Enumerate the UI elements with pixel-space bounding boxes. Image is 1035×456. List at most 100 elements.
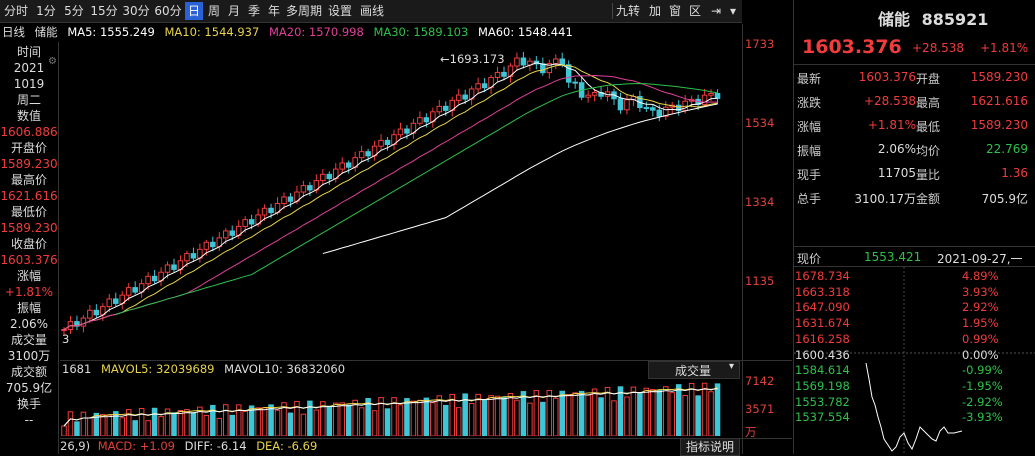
current-date: 2021-09-27,一 [937, 252, 1023, 266]
volume-bar [527, 402, 533, 436]
period-tab-10[interactable]: 年 [267, 4, 280, 18]
volume-bar [67, 411, 74, 436]
indicator-select[interactable]: 成交量 ▾ [648, 361, 740, 379]
quote-label-3a: 振幅 [797, 144, 822, 158]
candle-body [708, 92, 714, 96]
candle-body [475, 83, 481, 90]
period-tab-8[interactable]: 月 [227, 4, 240, 18]
candle-body [281, 196, 287, 204]
chevron-down-icon[interactable]: ▾ [729, 4, 737, 18]
period-tab-1[interactable]: 1分 [36, 4, 56, 18]
quote-value-5b: 705.9亿 [981, 192, 1028, 206]
volume-bar [384, 408, 391, 436]
volume-bar [501, 397, 507, 436]
period-tab-9[interactable]: 季 [247, 4, 260, 18]
indicator-help-button[interactable]: 指标说明 [680, 438, 740, 456]
weekday-value: 周二 [16, 93, 41, 107]
high-value: 1621.616 [0, 189, 58, 203]
mini-price-tick: 1537.554 [795, 410, 850, 425]
candle-body [93, 309, 100, 316]
candle-body [423, 117, 430, 123]
y-tick-1334: 1334 [745, 195, 775, 209]
volume-bar [468, 403, 475, 436]
volume-bar [650, 389, 656, 436]
period-tab-5[interactable]: 60分 [154, 4, 182, 18]
close-value: 1603.376 [0, 253, 58, 267]
amplitude-label: 振幅 [16, 301, 41, 315]
quote-label-0a: 最新 [797, 72, 822, 86]
candle-body [190, 253, 197, 259]
jiuzhuan-button[interactable]: 九转 [615, 4, 640, 18]
volume-bar [235, 404, 242, 436]
volume-bar [675, 384, 682, 436]
quote-value-0b: 1589.230 [970, 70, 1028, 84]
mini-pct-tick: -0.99% [962, 363, 1003, 378]
period-tab-6[interactable]: 日 [185, 2, 203, 20]
add-button[interactable]: 加 [648, 4, 661, 18]
volume-bar [585, 394, 591, 436]
volume-bar [410, 400, 417, 436]
period-tab-4[interactable]: 30分 [122, 4, 150, 18]
ma30-line [115, 83, 718, 315]
volume-bar [93, 412, 100, 436]
quote-value-3a: 2.06% [877, 142, 916, 156]
volume-bar [423, 397, 430, 436]
max-price-value: 1693.173 [449, 52, 505, 66]
period-tab-13[interactable]: 画线 [359, 4, 384, 18]
ma60-value: MA60: 1548.441 [477, 25, 573, 39]
volume-chart[interactable] [60, 380, 740, 436]
mini-price-tick: 1616.258 [795, 331, 850, 346]
volume-bar [164, 408, 171, 436]
quote-price: 1603.376 [802, 36, 902, 58]
volume-indicator-bar: 1681 MAVOL5: 32039689 MAVOL10: 36832060 [62, 362, 345, 376]
range-button[interactable]: 区 [688, 4, 701, 18]
max-price-annotation: ←1693.173 [440, 52, 505, 66]
price-axis-divider [742, 24, 793, 454]
volume-label: 成交量 [10, 333, 47, 347]
period-tab-0[interactable]: 分时 [3, 4, 28, 18]
volume-bar [663, 386, 669, 436]
volume-bar [158, 416, 164, 436]
candle-body [494, 71, 501, 78]
quote-name: 储能 [878, 10, 911, 29]
volume-bar [352, 399, 358, 436]
candle-body [404, 128, 410, 134]
mini-pct-tick: -1.95% [962, 378, 1003, 393]
period-tab-12[interactable]: 设置 [327, 4, 352, 18]
volume-bar [255, 407, 261, 436]
volume-bar [404, 398, 410, 436]
period-tab-7[interactable]: 周 [207, 4, 220, 18]
volume-bar [106, 414, 113, 436]
collapse-icon[interactable]: ⇥ [710, 4, 722, 18]
period-tab-3[interactable]: 15分 [90, 4, 118, 18]
mini-pct-tick: 0.00% [962, 347, 999, 362]
candle-body [520, 57, 527, 66]
ma-indicator-bar: 日线 储能 MA5: 1555.249 MA10: 1544.937 MA20:… [0, 24, 573, 40]
candle-body [462, 94, 468, 100]
candle-body [643, 107, 650, 110]
settings-gear-icon[interactable]: ⚙ [48, 56, 57, 67]
candlestick-chart[interactable] [60, 40, 740, 358]
quote-change-pct: +1.81% [980, 41, 1029, 55]
volume-bar [320, 401, 326, 436]
volume-bar [125, 409, 132, 436]
candle-body [345, 162, 352, 168]
candle-body [358, 151, 365, 159]
mini-price-tick: 1663.318 [795, 284, 850, 299]
mini-intraday-chart[interactable]: 1678.734 4.89% 1663.318 3.93% 1647.090 2.92% 1… [794, 266, 1035, 455]
dea-value: DEA: -6.69 [256, 439, 318, 453]
volume-bar [611, 400, 617, 436]
indicator-select-label: 成交量 [675, 364, 712, 378]
date-value: 1019 [13, 77, 45, 91]
window-button[interactable]: 窗 [668, 4, 681, 18]
quote-label-4a: 现手 [797, 168, 822, 182]
period-tab-2[interactable]: 5分 [64, 4, 84, 18]
volume-bar [553, 397, 559, 436]
candle-body [455, 94, 462, 101]
left-edge-label: 3 [62, 332, 70, 346]
volume-bar [358, 407, 365, 436]
ma5-value: MA5: 1555.249 [67, 25, 155, 39]
period-tab-11[interactable]: 多周期 [285, 4, 322, 18]
change-label: 涨幅 [16, 269, 41, 283]
quote-code: 885921 [921, 10, 989, 29]
